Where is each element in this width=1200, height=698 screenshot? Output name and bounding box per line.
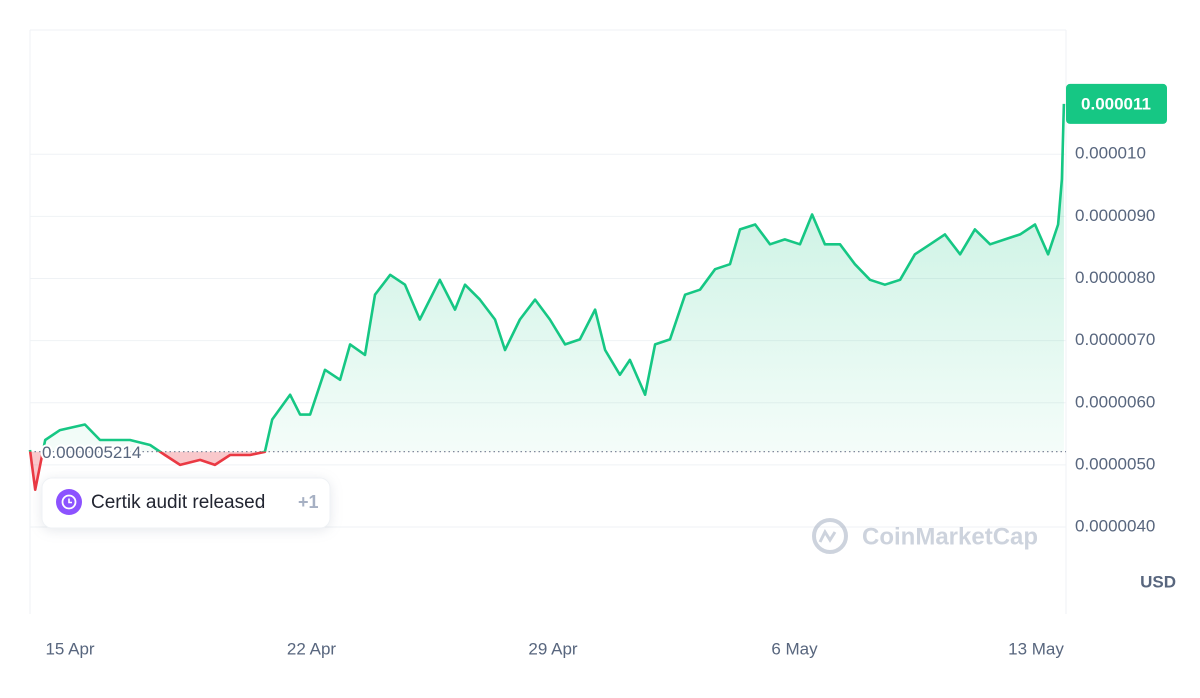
icon-clock <box>61 494 77 510</box>
y-tick-label: 0.0000040 <box>1075 517 1155 536</box>
price-line-up <box>28 103 1066 452</box>
icon-hands <box>68 498 72 504</box>
annotation-more: +1 <box>298 492 319 512</box>
x-tick-label: 15 Apr <box>45 639 94 658</box>
y-tick-label: 0.0000060 <box>1075 392 1155 411</box>
x-tick-label: 29 Apr <box>528 639 577 658</box>
area-up <box>30 103 1064 452</box>
annotation[interactable]: Certik audit released +1 <box>41 477 331 529</box>
y-tick-label: 0.0000080 <box>1075 268 1155 287</box>
y-unit: USD <box>1140 572 1176 591</box>
annotation-box[interactable] <box>41 477 331 529</box>
y-tick-label: 0.0000050 <box>1075 454 1155 473</box>
x-tick-label: 6 May <box>771 639 818 658</box>
price-tag-label: 0.000011 <box>1081 94 1151 113</box>
watermark-text: CoinMarketCap <box>862 523 1038 550</box>
annotation-text: Certik audit released <box>91 492 265 513</box>
baseline-label: 0.000005214 <box>42 443 141 462</box>
x-tick-label: 13 May <box>1008 639 1064 658</box>
y-tick-label: 0.000010 <box>1075 144 1146 163</box>
x-tick-label: 22 Apr <box>287 639 336 658</box>
watermark: CoinMarketCap <box>812 518 1038 554</box>
y-tick-label: 0.0000090 <box>1075 206 1155 225</box>
price-line-down <box>28 451 267 491</box>
price-tag <box>1066 83 1167 124</box>
y-tick-label: 0.0000070 <box>1075 330 1155 349</box>
